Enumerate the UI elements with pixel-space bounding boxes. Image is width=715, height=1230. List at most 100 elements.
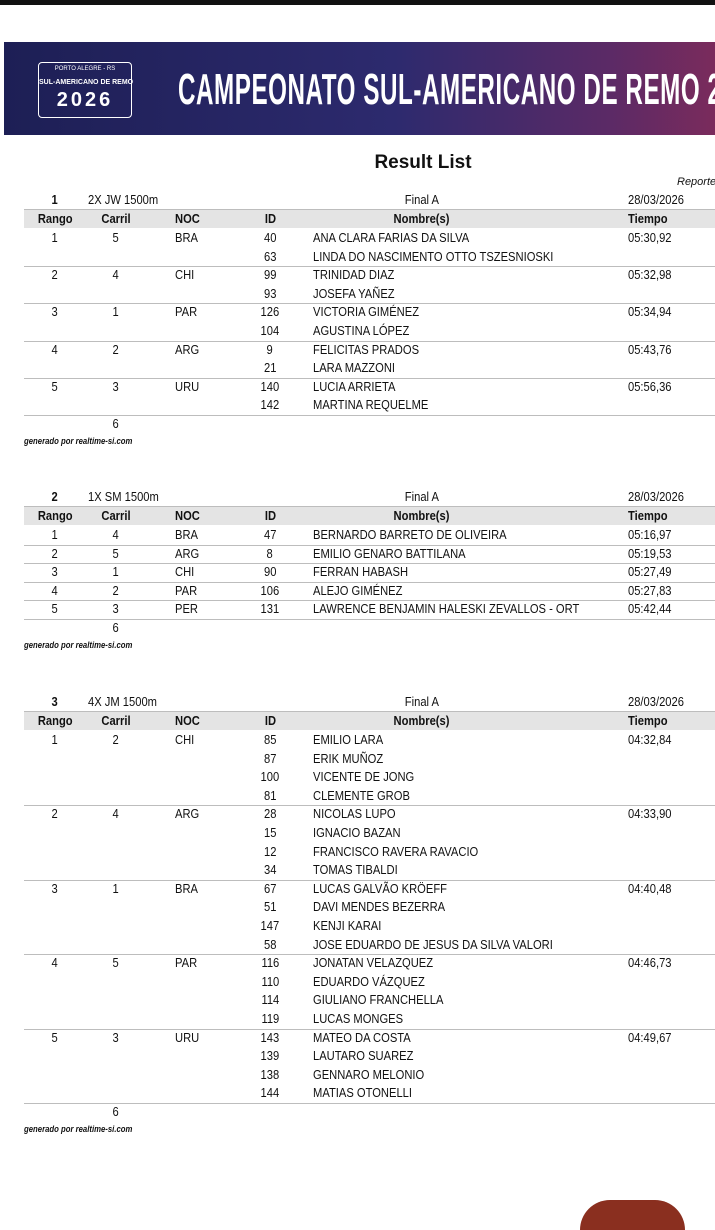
row-separator (24, 879, 715, 881)
athlete-name: CLEMENTE GROB (313, 787, 410, 803)
athlete-id: 81 (263, 787, 277, 803)
athlete-id: 114 (261, 992, 279, 1008)
athlete-id: 131 (260, 601, 280, 617)
athlete-id: 144 (260, 1085, 280, 1101)
athlete-name: GENNARO MELONIO (313, 1066, 425, 1082)
rank: 3 (51, 564, 59, 580)
header-background (24, 210, 715, 228)
athlete-id: 51 (263, 899, 277, 915)
athlete-id: 116 (261, 955, 279, 971)
rank: 5 (51, 1029, 59, 1045)
athlete-id: 8 (266, 545, 274, 561)
row-separator (24, 415, 715, 416)
athlete-id: 139 (260, 1048, 280, 1064)
row-separator (24, 619, 715, 620)
column-header: Carril (101, 211, 131, 226)
lane: 5 (112, 230, 120, 245)
lane: 2 (112, 582, 120, 598)
lane: 4 (112, 806, 120, 822)
athlete-name: NICOLAS LUPO (313, 806, 396, 822)
noc: PER (175, 601, 198, 617)
noc: ARG (175, 341, 200, 357)
race-date: 28/03/2026 (628, 694, 684, 709)
time: 05:27,49 (628, 564, 672, 580)
column-header: Carril (101, 508, 131, 523)
athlete-id: 110 (261, 973, 279, 989)
rank: 1 (51, 230, 59, 245)
logo-year: 2026 (56, 89, 114, 111)
time: 05:27,83 (628, 582, 672, 598)
athlete-id: 119 (261, 1011, 279, 1026)
time: 04:46,73 (628, 955, 672, 971)
athlete-name: MATIAS OTONELLI (313, 1085, 412, 1101)
athlete-id: 67 (263, 880, 277, 896)
athlete-id: 143 (260, 1029, 280, 1045)
athlete-name: KENJI KARAI (313, 918, 382, 933)
row-separator (24, 954, 715, 956)
row-separator (24, 303, 715, 305)
column-header: Rango (37, 211, 73, 226)
column-header: Tiempo (628, 508, 668, 523)
noc: BRA (175, 527, 198, 542)
rank: 3 (51, 880, 59, 896)
athlete-name: MATEO DA COSTA (313, 1029, 411, 1045)
time: 05:32,98 (628, 267, 672, 283)
athlete-name: TOMAS TIBALDI (313, 862, 398, 878)
phase: Final A (404, 694, 440, 709)
row-separator (24, 1103, 715, 1104)
athlete-name: LAUTARO SUAREZ (313, 1048, 414, 1064)
noc: URU (175, 1029, 200, 1045)
athlete-id: 15 (263, 825, 277, 840)
athlete-name: LUCAS GALVÃO KRÖEFF (313, 880, 447, 896)
athlete-name: JONATAN VELAZQUEZ (313, 955, 434, 971)
athlete-name: MARTINA REQUELME (313, 397, 429, 413)
column-header: Rango (37, 713, 73, 728)
column-header: NOC (175, 508, 200, 523)
noc: PAR (175, 304, 198, 320)
noc: PAR (175, 582, 198, 598)
athlete-id: 28 (263, 806, 277, 822)
rank: 2 (51, 267, 59, 283)
athlete-name: LINDA DO NASCIMENTO OTTO TSZESNIOSKI (313, 248, 554, 264)
noc: BRA (175, 230, 198, 245)
athlete-id: 106 (260, 582, 280, 598)
athlete-id: 138 (260, 1066, 280, 1082)
noc: BRA (175, 880, 198, 896)
phase: Final A (404, 489, 440, 504)
event-name: 4X JM 1500m (88, 694, 157, 709)
banner-title: CAMPEONATO SUL-AMERICANO DE REMO 2026 (178, 65, 715, 114)
row-separator (24, 600, 715, 602)
column-header: Nombre(s) (394, 211, 450, 226)
event-name: 2X JW 1500m (88, 192, 159, 207)
rank: 5 (51, 378, 59, 394)
column-header: Nombre(s) (394, 713, 450, 728)
divider (24, 506, 715, 507)
athlete-id: 58 (263, 936, 277, 952)
empty-lane: 6 (112, 416, 120, 431)
lane: 3 (112, 601, 120, 617)
rank: 4 (51, 582, 59, 598)
athlete-name: LUCAS MONGES (313, 1011, 404, 1026)
noc: PAR (175, 955, 198, 971)
athlete-name: VICTORIA GIMÉNEZ (313, 304, 420, 320)
header-background (24, 507, 715, 525)
athlete-id: 34 (263, 862, 277, 878)
decoration (580, 1200, 685, 1230)
divider (24, 711, 715, 712)
race-number: 3 (51, 694, 59, 709)
row-separator (24, 340, 715, 342)
time: 05:56,36 (628, 378, 672, 394)
athlete-id: 100 (260, 769, 280, 785)
athlete-id: 147 (260, 918, 280, 933)
athlete-id: 63 (263, 248, 277, 264)
race-date: 28/03/2026 (628, 192, 684, 207)
column-header: ID (264, 713, 276, 728)
noc: URU (175, 378, 200, 394)
athlete-name: TRINIDAD DIAZ (313, 267, 395, 283)
column-header: ID (264, 508, 276, 523)
rank: 3 (51, 304, 59, 320)
athlete-id: 104 (260, 323, 280, 338)
noc: CHI (175, 267, 195, 283)
rank: 4 (51, 955, 59, 971)
